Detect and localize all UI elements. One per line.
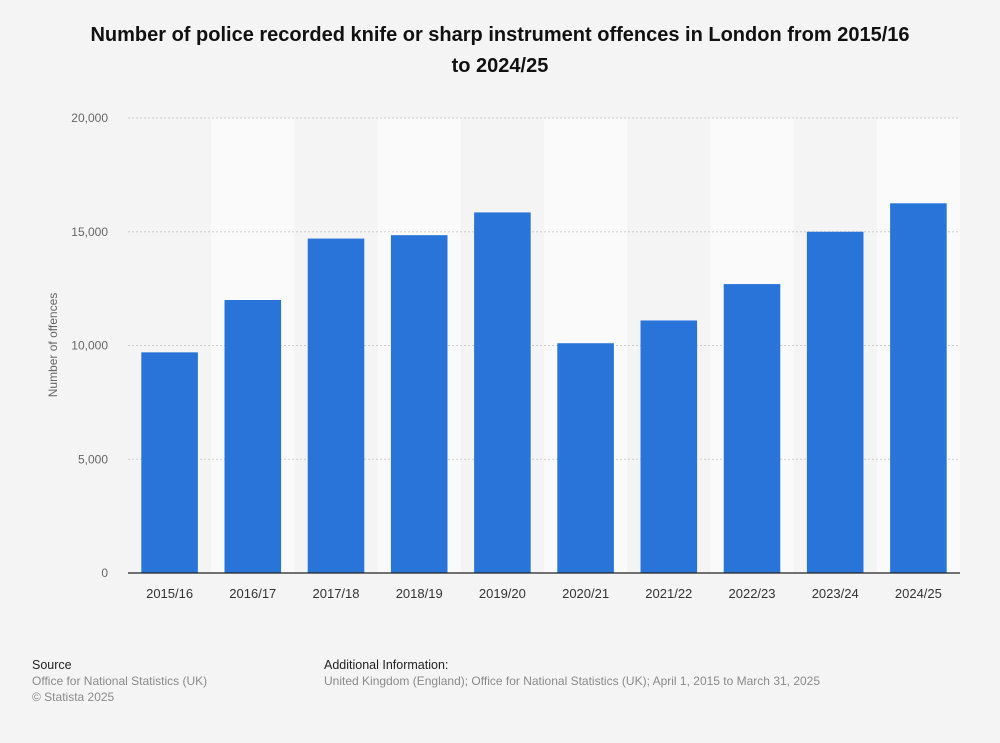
x-tick-label: 2020/21 [562, 586, 609, 601]
x-tick-label: 2017/18 [313, 586, 360, 601]
bar-2017-18[interactable] [307, 238, 365, 573]
x-tick-label: 2019/20 [479, 586, 526, 601]
bars [141, 203, 947, 573]
y-tick-label: 0 [101, 566, 108, 580]
y-tick-label: 10,000 [71, 339, 108, 353]
source-block: Source Office for National Statistics (U… [32, 657, 207, 705]
copyright-text: © Statista 2025 [32, 690, 115, 704]
x-tick-label: 2015/16 [146, 586, 193, 601]
bar-2015-16[interactable] [141, 352, 198, 573]
x-axis: 2015/16 2016/17 2017/18 2018/19 2019/20 2020/… [128, 572, 960, 601]
y-tick-label: 15,000 [71, 225, 108, 239]
bar-2024-25[interactable] [890, 203, 947, 573]
additional-info-block: Additional Information: United Kingdom (… [324, 657, 820, 689]
bar-2019-20[interactable] [474, 212, 531, 573]
chart-title: Number of police recorded knife or sharp… [90, 24, 910, 77]
source-text[interactable]: Office for National Statistics (UK) [32, 674, 208, 688]
bar-2022-23[interactable] [723, 284, 781, 573]
bar-2016-17[interactable] [224, 300, 282, 573]
bar-chart: 2015/16 2016/17 2017/18 2018/19 2019/20 2020/… [46, 111, 960, 601]
y-tick-label: 5,000 [78, 452, 108, 466]
y-axis: 0 5,000 10,000 15,000 20,000 [71, 111, 108, 580]
x-tick-label: 2018/19 [396, 586, 443, 601]
x-tick-label: 2024/25 [895, 586, 942, 601]
bar-2021-22[interactable] [640, 320, 698, 573]
y-axis-label: Number of offences [46, 293, 60, 398]
x-tick-label: 2021/22 [645, 586, 692, 601]
additional-info-label: Additional Information: [324, 658, 449, 672]
additional-info-text: United Kingdom (England); Office for Nat… [324, 674, 821, 688]
source-label: Source [32, 658, 72, 672]
x-tick-label: 2016/17 [229, 586, 276, 601]
bar-2020-21[interactable] [557, 343, 614, 573]
bar-2023-24[interactable] [806, 231, 864, 573]
y-tick-label: 20,000 [71, 111, 108, 125]
bar-2018-19[interactable] [390, 235, 448, 573]
x-tick-label: 2022/23 [729, 586, 776, 601]
x-tick-label: 2023/24 [812, 586, 859, 601]
